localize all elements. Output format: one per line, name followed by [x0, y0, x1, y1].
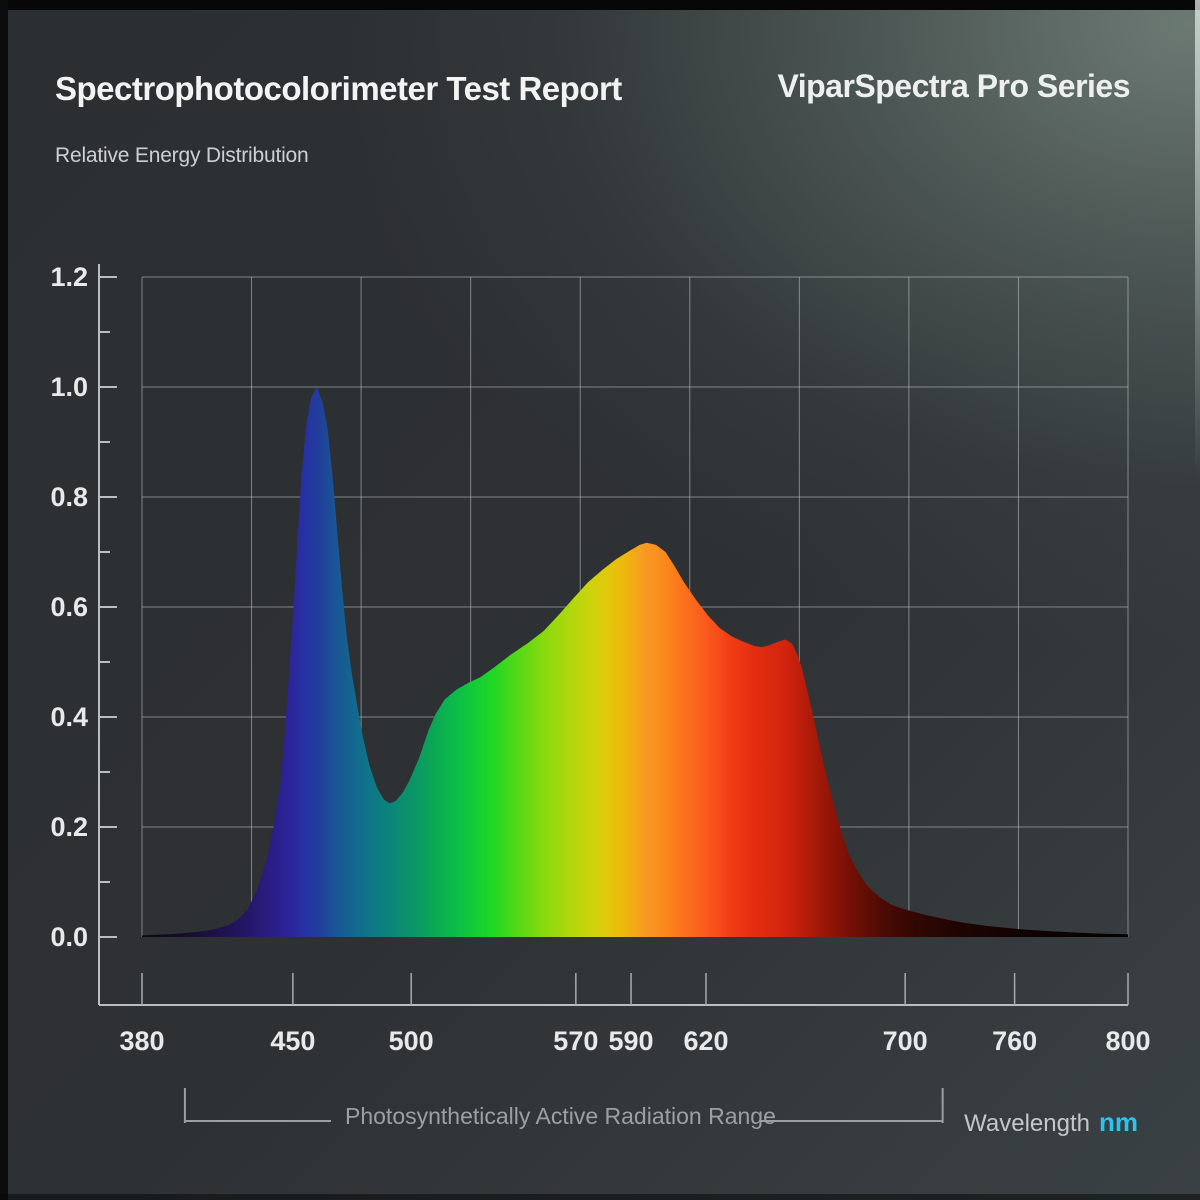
x-axis-label: 380 — [119, 1026, 165, 1056]
y-axis-label: 0.8 — [50, 482, 88, 512]
x-axis-label: 590 — [608, 1026, 654, 1056]
x-axis-label: 450 — [270, 1026, 316, 1056]
x-axis-label: 800 — [1105, 1026, 1151, 1056]
y-axis-label: 1.2 — [50, 262, 88, 292]
y-axis-label: 1.0 — [50, 372, 88, 402]
page-title: Spectrophotocolorimeter Test Report — [55, 70, 622, 107]
spectrum-area — [142, 387, 1128, 937]
page-subtitle: Relative Energy Distribution — [55, 144, 309, 167]
brand-name: ViparSpectra Pro Series — [777, 68, 1130, 104]
top-edge-bar — [0, 0, 1200, 10]
wavelength-unit: nm — [1099, 1107, 1138, 1137]
wavelength-label-text: Wavelength — [964, 1110, 1090, 1137]
x-axis-label: 570 — [553, 1026, 599, 1056]
left-edge-bar — [0, 0, 8, 1200]
y-axis-label: 0.6 — [50, 592, 88, 622]
x-axis-label: 700 — [882, 1026, 928, 1056]
right-edge-glow — [1195, 0, 1200, 480]
y-axis-label: 0.0 — [50, 922, 88, 952]
x-axis-label: 620 — [683, 1026, 729, 1056]
wavelength-label: Wavelength nm — [964, 1107, 1138, 1138]
x-axis-label: 760 — [992, 1026, 1038, 1056]
par-range-label: Photosynthetically Active Radiation Rang… — [345, 1103, 776, 1129]
x-axis-label: 500 — [388, 1026, 434, 1056]
y-axis-label: 0.2 — [50, 812, 88, 842]
bottom-edge-bar — [0, 1194, 1200, 1200]
y-axis-label: 0.4 — [50, 702, 88, 732]
